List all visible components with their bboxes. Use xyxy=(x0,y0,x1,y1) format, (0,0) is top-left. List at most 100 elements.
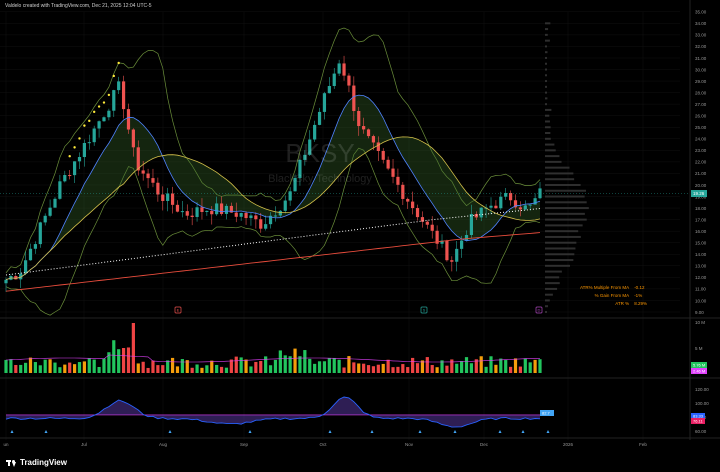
price-tick-label: 18.00 xyxy=(695,206,707,211)
tradingview-logo: TradingView xyxy=(6,458,67,467)
signal-dot xyxy=(73,146,76,149)
candle-body xyxy=(239,212,243,217)
volume-badge-label: 2.46 M xyxy=(693,369,705,374)
volume-bar xyxy=(200,367,204,373)
ma-cloud-fill xyxy=(6,95,540,280)
volume-bar xyxy=(77,362,82,373)
candle-body xyxy=(136,147,140,171)
volume-profile-bar xyxy=(545,74,548,77)
candle-body xyxy=(151,178,155,183)
price-tick-label: 13.00 xyxy=(695,264,707,269)
candle-body xyxy=(313,124,317,140)
volume-profile-bar xyxy=(545,207,589,210)
event-marker xyxy=(174,306,182,314)
atr-signal-marker xyxy=(168,430,172,433)
volume-bar xyxy=(494,364,498,373)
volume-bar xyxy=(210,360,214,373)
atr-signal-marker xyxy=(328,430,332,433)
volume-bar xyxy=(126,347,131,373)
volume-bar xyxy=(352,362,356,373)
price-tick-label: 17.00 xyxy=(695,217,707,222)
brand-name: TradingView xyxy=(20,458,67,467)
price-tick-label: 21.00 xyxy=(695,171,707,176)
volume-profile-bar xyxy=(545,108,552,111)
volume-profile-bar xyxy=(545,22,551,25)
volume-bar xyxy=(528,362,532,373)
candle-body xyxy=(538,188,542,199)
volume-profile-bar xyxy=(545,311,547,313)
volume-bar xyxy=(518,366,523,373)
price-tick-label: 25.00 xyxy=(695,125,707,130)
volume-profile-bar xyxy=(545,201,587,204)
atr-badge-label: 83.33 xyxy=(693,414,704,419)
volume-bar xyxy=(97,366,101,373)
atr-signal-marker xyxy=(370,430,374,433)
price-tick-label: 14.00 xyxy=(695,252,707,257)
volume-bar xyxy=(474,359,478,373)
candle-body xyxy=(161,194,165,201)
candle-body xyxy=(190,215,194,217)
event-marker-label: E xyxy=(177,308,180,313)
volume-profile-bar xyxy=(545,253,575,256)
volume-profile-bar xyxy=(545,68,547,71)
event-marker-label: S xyxy=(423,308,426,313)
last-price-badge xyxy=(691,190,707,198)
candle-body xyxy=(332,73,336,87)
candle-body xyxy=(229,205,233,213)
volume-profile-bar xyxy=(545,149,556,152)
volume-bar xyxy=(327,358,331,373)
volume-bar xyxy=(151,360,155,373)
price-tick-label: 22.00 xyxy=(695,160,707,165)
candle-body xyxy=(224,205,229,214)
candle-body xyxy=(489,205,493,208)
volume-profile-bar xyxy=(545,235,581,238)
volume-profile-bar xyxy=(545,276,560,279)
candle-body xyxy=(352,85,356,111)
volume-bar xyxy=(440,360,444,373)
ma-mid-line xyxy=(5,136,541,281)
volume-profile-bar xyxy=(545,62,547,65)
candle-body xyxy=(298,159,302,178)
volume-bar xyxy=(28,357,33,373)
atr-signal-marker xyxy=(453,430,457,433)
candle-body xyxy=(455,248,459,262)
volume-bar xyxy=(362,363,366,373)
candle-body xyxy=(450,260,454,262)
volume-bar xyxy=(411,357,415,373)
volume-bar xyxy=(268,365,273,373)
volume-profile-bar xyxy=(545,85,547,88)
last-price-label: 19.26 xyxy=(693,191,705,196)
candle-body xyxy=(425,221,429,225)
candle-body xyxy=(518,207,523,210)
volume-bar xyxy=(425,357,429,373)
signal-dot xyxy=(88,119,91,123)
price-tick-label: 9.00 xyxy=(695,310,704,315)
tradingview-icon xyxy=(6,459,17,467)
atr-badge xyxy=(691,413,705,419)
volume-bar xyxy=(342,367,346,373)
volume-profile-bar xyxy=(545,218,587,221)
signal-dot xyxy=(68,154,71,158)
volume-profile-bar xyxy=(545,172,574,175)
volume-ma-line xyxy=(5,354,541,363)
volume-bar xyxy=(523,358,527,373)
volume-bar xyxy=(435,367,439,373)
stat-row: % Gain From MA -1% xyxy=(580,292,656,300)
candle-body xyxy=(391,168,395,177)
price-tick-label: 30.00 xyxy=(695,67,707,72)
volume-bar xyxy=(264,356,268,373)
volume-tick-label: 10 M xyxy=(695,320,705,325)
volume-bar xyxy=(4,359,8,373)
volume-profile-bar xyxy=(545,293,553,296)
volume-bar xyxy=(313,363,317,373)
price-tick-label: 11.00 xyxy=(695,287,706,292)
stat-label: ATR% Multiple From MA xyxy=(580,285,630,290)
volume-bar xyxy=(9,359,13,373)
volume-bar xyxy=(376,364,380,373)
volume-bar xyxy=(87,358,91,373)
volume-profile-bar xyxy=(545,270,562,273)
candle-body xyxy=(58,181,62,199)
volume-bar xyxy=(190,367,194,373)
candle-body xyxy=(523,205,527,210)
